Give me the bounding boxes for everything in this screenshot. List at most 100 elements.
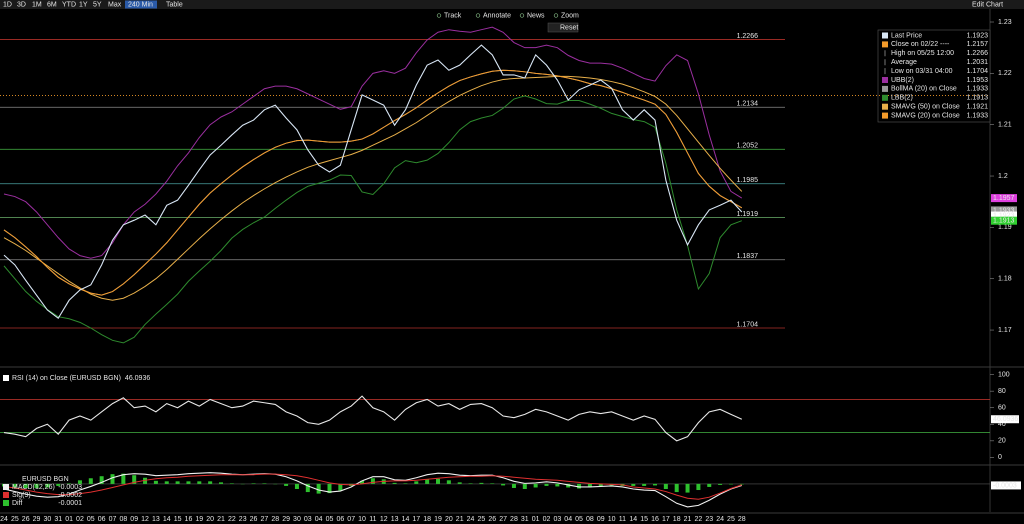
- diff-bar: [164, 481, 169, 484]
- series-line: [3, 95, 742, 344]
- diff-bar: [598, 483, 603, 487]
- legend-value: -0.0002: [58, 492, 82, 499]
- diff-bar: [327, 483, 332, 494]
- y-tick-label: 40: [998, 421, 1006, 428]
- y-tick-label: 20: [998, 438, 1006, 445]
- diff-bar: [88, 478, 93, 484]
- x-tick-label: 25: [478, 516, 486, 523]
- period-button[interactable]: 6M: [47, 2, 57, 9]
- legend-swatch: [3, 500, 9, 506]
- x-tick-label: 07: [109, 516, 117, 523]
- diff-bar: [305, 483, 310, 493]
- period-button[interactable]: YTD: [62, 2, 76, 9]
- legend-value: 46.0936: [125, 375, 150, 382]
- x-tick-label: 20: [206, 516, 214, 523]
- edit-chart[interactable]: Edit Chart: [972, 2, 1003, 9]
- x-tick-label: 22: [228, 516, 236, 523]
- legend-swatch: [3, 492, 9, 498]
- x-tick-label: 01: [65, 516, 73, 523]
- series-line: [3, 472, 742, 508]
- legend-value: 1.1704: [967, 68, 989, 75]
- diff-bar: [219, 482, 223, 484]
- x-tick-label: 10: [608, 516, 616, 523]
- diff-bar: [338, 483, 343, 491]
- legend-value: -0.0001: [58, 500, 82, 507]
- x-tick-label: 24: [716, 516, 724, 523]
- level-label: 1.2134: [737, 101, 759, 108]
- period-button[interactable]: 1M: [32, 2, 42, 9]
- legend-swatch: [3, 375, 9, 381]
- period-button[interactable]: 3D: [17, 2, 26, 9]
- tool-button[interactable]: Track: [444, 12, 462, 19]
- axis-value-label: 46.0936: [993, 416, 1018, 423]
- level-label: 1.1985: [737, 177, 759, 184]
- legend-value: 1.1953: [967, 77, 989, 84]
- period-button[interactable]: Table: [166, 2, 183, 9]
- period-button[interactable]: 5Y: [93, 2, 102, 9]
- diff-bar: [262, 483, 267, 484]
- x-tick-label: 04: [315, 516, 323, 523]
- axis-value-box: [991, 415, 1019, 424]
- tool-button[interactable]: Annotate: [483, 12, 511, 19]
- level-label: 1.1704: [737, 321, 759, 328]
- legend-value: 1.1933: [967, 86, 989, 93]
- x-tick-label: 25: [11, 516, 19, 523]
- x-tick-label: 22: [695, 516, 703, 523]
- reset-button[interactable]: Reset: [560, 25, 578, 32]
- x-tick-label: 21: [217, 516, 225, 523]
- diff-bar: [110, 474, 115, 484]
- legend-swatch: [882, 94, 888, 101]
- axis-value-label: -0.0003: [993, 482, 1017, 489]
- legend-value: 1.1923: [967, 32, 989, 39]
- legend-entry: RSI (14) on Close (EURUSD BGN) 46.0936: [12, 375, 150, 382]
- x-tick-label: 02: [543, 516, 551, 523]
- diff-bar: [566, 483, 571, 488]
- diff-bar: [511, 483, 516, 488]
- diff-bar: [479, 482, 484, 484]
- y-tick-label: 1.19: [998, 224, 1012, 231]
- diff-bar: [132, 475, 137, 484]
- diff-bar: [739, 483, 744, 485]
- diff-bar: [642, 483, 647, 486]
- x-tick-label: 14: [629, 516, 637, 523]
- period-button[interactable]: 240 Min: [128, 2, 153, 9]
- diff-bar: [707, 483, 712, 487]
- x-tick-label: 18: [673, 516, 681, 523]
- x-tick-label: 28: [738, 516, 746, 523]
- diff-bar: [490, 483, 495, 484]
- tool-button[interactable]: News: [527, 12, 545, 19]
- legend-value: 1.1913: [967, 95, 989, 102]
- period-button[interactable]: 1Y: [79, 2, 88, 9]
- diff-bar: [533, 483, 538, 488]
- tool-button[interactable]: Zoom: [561, 12, 579, 19]
- legend-value: 1.1933: [967, 112, 989, 119]
- x-tick-label: 19: [434, 516, 442, 523]
- x-tick-label: 28: [510, 516, 518, 523]
- diff-bar: [77, 480, 82, 484]
- x-tick-label: 26: [488, 516, 496, 523]
- period-button[interactable]: 1D: [3, 2, 12, 9]
- axis-value-box: [991, 206, 1017, 215]
- x-tick-label: 27: [499, 516, 507, 523]
- legend-swatch: [882, 103, 888, 110]
- x-tick-label: 21: [684, 516, 692, 523]
- x-tick-label: 15: [174, 516, 182, 523]
- series-line: [3, 75, 743, 301]
- x-tick-label: 18: [423, 516, 431, 523]
- period-button[interactable]: Max: [108, 2, 122, 9]
- x-tick-label: 16: [651, 516, 659, 523]
- x-tick-label: 21: [456, 516, 464, 523]
- diff-bar: [197, 481, 202, 484]
- legend-label: Diff: [12, 500, 22, 507]
- y-tick-label: 100: [998, 371, 1010, 378]
- tool-icon: [436, 13, 442, 18]
- x-tick-label: 27: [261, 516, 269, 523]
- x-tick-label: 31: [54, 516, 62, 523]
- diff-bar: [23, 483, 28, 488]
- x-tick-label: 29: [282, 516, 290, 523]
- axis-value-label: 1.1957: [993, 195, 1015, 202]
- tool-icon: [553, 13, 559, 18]
- diff-bar: [425, 479, 430, 484]
- diff-bar: [414, 481, 419, 484]
